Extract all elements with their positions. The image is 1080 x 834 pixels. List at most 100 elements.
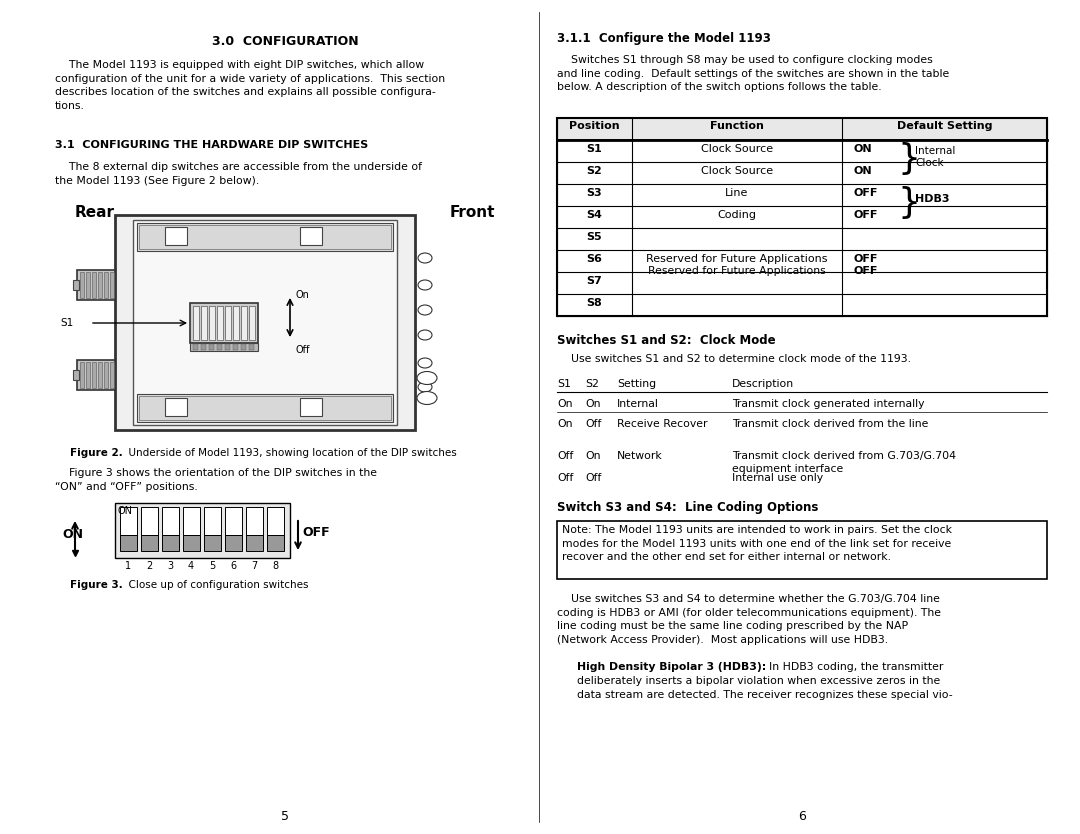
Text: OFF: OFF	[854, 266, 878, 276]
Text: Position: Position	[569, 121, 620, 131]
Text: Clock Source: Clock Source	[701, 166, 773, 176]
Bar	[246, 535, 264, 551]
Text: OFF: OFF	[302, 526, 329, 540]
Text: Line: Line	[726, 188, 748, 198]
Bar	[141, 507, 158, 535]
Bar	[183, 535, 200, 551]
Text: 6: 6	[798, 810, 806, 823]
Text: Receive Recover: Receive Recover	[617, 419, 707, 429]
Bar	[267, 507, 284, 535]
Text: S1: S1	[557, 379, 571, 389]
Bar	[165, 227, 187, 245]
Text: S1: S1	[586, 144, 603, 154]
Bar	[267, 535, 284, 551]
Bar	[92, 362, 96, 388]
Text: Switches S1 and S2:  Clock Mode: Switches S1 and S2: Clock Mode	[557, 334, 775, 347]
Bar	[233, 344, 238, 350]
Bar	[98, 272, 102, 298]
Bar	[120, 535, 137, 551]
Text: Transmit clock generated internally: Transmit clock generated internally	[732, 399, 924, 409]
Text: Reserved for Future Applications: Reserved for Future Applications	[648, 266, 826, 276]
Bar	[139, 225, 391, 249]
Bar	[217, 306, 222, 340]
Text: Transmit clock derived from G.703/G.704
equipment interface: Transmit clock derived from G.703/G.704 …	[732, 451, 956, 475]
Text: Note: The Model 1193 units are intended to work in pairs. Set the clock
modes fo: Note: The Model 1193 units are intended …	[562, 525, 951, 562]
Bar	[225, 344, 230, 350]
Text: Close up of configuration switches: Close up of configuration switches	[122, 580, 309, 590]
Ellipse shape	[417, 371, 437, 384]
Text: Setting: Setting	[617, 379, 657, 389]
Text: Use switches S1 and S2 to determine clock mode of the 1193.: Use switches S1 and S2 to determine cloc…	[557, 354, 912, 364]
Text: On: On	[557, 419, 572, 429]
Text: On: On	[585, 399, 600, 409]
Bar	[114, 215, 415, 430]
Text: S5: S5	[586, 232, 603, 242]
Text: ON: ON	[854, 144, 873, 154]
Ellipse shape	[418, 330, 432, 340]
Bar	[77, 270, 114, 300]
Bar	[201, 344, 206, 350]
Bar	[210, 306, 215, 340]
Bar	[86, 362, 90, 388]
Text: deliberately inserts a bipolar violation when excessive zeros in the
data stream: deliberately inserts a bipolar violation…	[577, 676, 953, 700]
Ellipse shape	[418, 280, 432, 290]
Text: 6: 6	[230, 561, 237, 571]
Text: Network: Network	[617, 451, 663, 461]
Bar	[225, 306, 231, 340]
Text: OFF: OFF	[854, 210, 878, 220]
Text: 3.1.1  Configure the Model 1193: 3.1.1 Configure the Model 1193	[557, 32, 771, 45]
Bar	[73, 280, 79, 290]
Text: 4: 4	[188, 561, 194, 571]
Text: Figure 2.: Figure 2.	[70, 448, 123, 458]
Text: 3: 3	[167, 561, 173, 571]
Text: Description: Description	[732, 379, 794, 389]
Text: The Model 1193 is equipped with eight DIP switches, which allow
configuration of: The Model 1193 is equipped with eight DI…	[55, 60, 445, 111]
Text: 5: 5	[208, 561, 215, 571]
Text: Switches S1 through S8 may be used to configure clocking modes
and line coding. : Switches S1 through S8 may be used to co…	[557, 55, 949, 93]
Text: Figure 3 shows the orientation of the DIP switches in the
“ON” and “OFF” positio: Figure 3 shows the orientation of the DI…	[55, 468, 377, 491]
Bar	[92, 272, 96, 298]
Bar	[233, 306, 239, 340]
Bar	[241, 344, 246, 350]
Text: On: On	[557, 399, 572, 409]
Bar	[183, 507, 200, 535]
Text: Clock Source: Clock Source	[701, 144, 773, 154]
Bar	[225, 507, 242, 535]
Bar	[300, 227, 322, 245]
Text: }: }	[897, 142, 920, 176]
Bar	[190, 303, 258, 343]
Text: S4: S4	[586, 210, 603, 220]
Bar	[204, 507, 221, 535]
Text: 5: 5	[281, 810, 289, 823]
Text: Off: Off	[557, 451, 573, 461]
Bar	[201, 306, 207, 340]
Bar	[557, 521, 1047, 579]
Bar	[249, 306, 255, 340]
Bar	[77, 360, 114, 390]
Text: Off: Off	[585, 473, 602, 483]
Bar	[110, 272, 114, 298]
Text: S7: S7	[586, 276, 603, 286]
Text: Internal use only: Internal use only	[732, 473, 823, 483]
Bar	[137, 394, 393, 422]
Bar	[139, 396, 391, 420]
Text: S1: S1	[60, 318, 73, 328]
Text: On: On	[585, 451, 600, 461]
Text: Function: Function	[710, 121, 764, 131]
Bar	[225, 535, 242, 551]
Text: Figure 3.: Figure 3.	[70, 580, 123, 590]
Text: Front: Front	[449, 205, 495, 220]
Text: Switch S3 and S4:  Line Coding Options: Switch S3 and S4: Line Coding Options	[557, 501, 819, 514]
Text: The 8 external dip switches are accessible from the underside of
the Model 1193 : The 8 external dip switches are accessib…	[55, 162, 422, 186]
Text: Coding: Coding	[717, 210, 756, 220]
Bar	[137, 223, 393, 251]
Bar	[120, 507, 137, 535]
Bar	[557, 118, 1047, 140]
Text: 3.1  CONFIGURING THE HARDWARE DIP SWITCHES: 3.1 CONFIGURING THE HARDWARE DIP SWITCHE…	[55, 140, 368, 150]
Text: }: }	[897, 186, 920, 220]
Bar	[300, 398, 322, 416]
Text: In HDB3 coding, the transmitter: In HDB3 coding, the transmitter	[762, 662, 943, 672]
Bar	[193, 306, 199, 340]
Text: Use switches S3 and S4 to determine whether the G.703/G.704 line
coding is HDB3 : Use switches S3 and S4 to determine whet…	[557, 594, 941, 645]
Text: S6: S6	[586, 254, 603, 264]
